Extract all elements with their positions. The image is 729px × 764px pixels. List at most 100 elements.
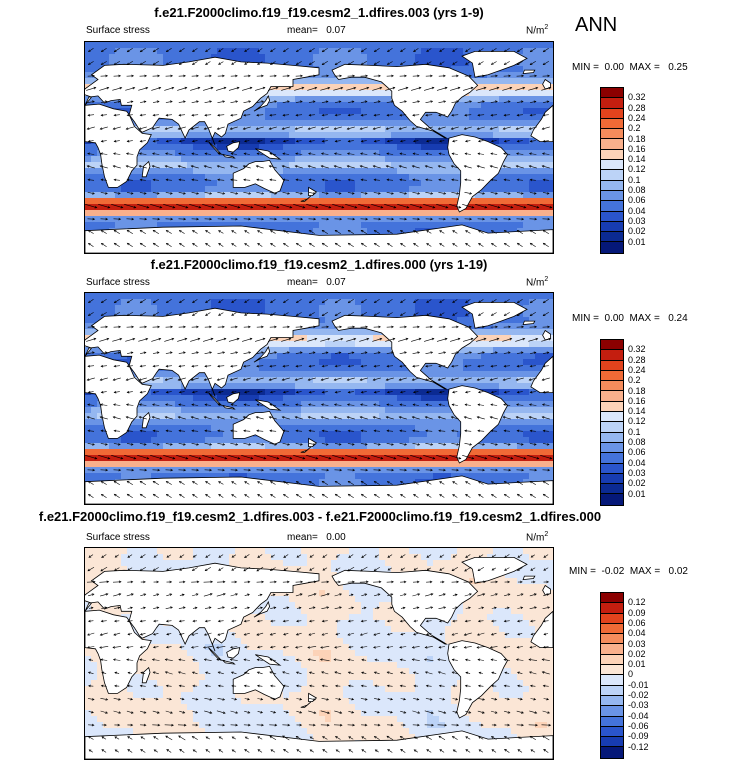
- panel-1-mean: mean= 0.07: [287, 25, 346, 36]
- colorbar-tick-label: 0.28: [628, 102, 646, 113]
- colorbar-swatch: [601, 391, 623, 402]
- colorbar-swatch: [601, 484, 623, 495]
- panel-1-minmax: MIN = 0.00 MAX = 0.25: [572, 62, 688, 73]
- panel-1-title: f.e21.F2000climo.f19_f19.cesm2_1.dfires.…: [154, 5, 484, 20]
- panel-2-map-svg: [85, 293, 553, 504]
- panel-1-variable: Surface stress: [86, 25, 150, 36]
- min-label: MIN =: [572, 313, 599, 324]
- colorbar-swatch: [601, 180, 623, 191]
- colorbar-swatch: [601, 129, 623, 140]
- colorbar-tick-label: 0.32: [628, 344, 646, 355]
- land-masses: [85, 301, 553, 504]
- panel-2-minmax: MIN = 0.00 MAX = 0.24: [572, 313, 688, 324]
- colorbar-tick-label: 0.16: [628, 143, 646, 154]
- colorbar-tick-label: 0.2: [628, 375, 641, 386]
- units-exp: 2: [544, 24, 549, 31]
- wind-arrows: [85, 47, 553, 248]
- mean-label: mean=: [287, 532, 318, 543]
- panel-1-colorbar: [600, 87, 624, 254]
- colorbar-tick-label: 0.18: [628, 133, 646, 144]
- colorbar-swatch: [601, 360, 623, 371]
- colorbar-swatch: [601, 401, 623, 413]
- colorbar-tick-label: -0.04: [628, 710, 649, 721]
- colorbar-swatch: [601, 695, 623, 707]
- max-value: 0.25: [668, 62, 688, 73]
- colorbar-tick-label: 0.01: [628, 236, 646, 247]
- colorbar-swatch: [601, 160, 623, 171]
- max-label: MAX =: [629, 566, 661, 577]
- colorbar-tick-label: -0.01: [628, 679, 649, 690]
- panel-1-map-svg: [85, 42, 553, 253]
- colorbar-swatch: [601, 108, 623, 119]
- colorbar-swatch: [601, 232, 623, 243]
- colorbar-tick-label: 0.12: [628, 597, 646, 608]
- colorbar-swatch: [601, 98, 623, 109]
- season-label: ANN: [575, 14, 618, 36]
- units-text: N/m: [526, 532, 545, 544]
- land-masses: [85, 556, 553, 759]
- colorbar-tick-label: 0.16: [628, 395, 646, 406]
- colorbar-tick-label: 0.28: [628, 354, 646, 365]
- max-label: MAX =: [629, 62, 660, 73]
- colorbar-swatch: [601, 603, 623, 614]
- panel-2-variable: Surface stress: [86, 277, 150, 288]
- colorbar-swatch: [601, 432, 623, 443]
- panel-2-mean: mean= 0.07: [287, 277, 346, 288]
- colorbar-swatch: [601, 442, 623, 454]
- colorbar-swatch: [601, 726, 623, 738]
- colorbar-tick-label: 0.1: [628, 174, 641, 185]
- colorbar-swatch: [601, 675, 623, 686]
- colorbar-tick-label: 0.03: [628, 638, 646, 649]
- colorbar-swatch: [601, 473, 623, 485]
- colorbar-tick-label: 0.09: [628, 607, 646, 618]
- colorbar-swatch: [601, 370, 623, 382]
- colorbar-tick-label: -0.03: [628, 700, 649, 711]
- colorbar-swatch: [601, 685, 623, 696]
- colorbar-swatch: [601, 242, 623, 253]
- colorbar-tick-label: 0.32: [628, 92, 646, 103]
- colorbar-swatch: [601, 737, 623, 748]
- panel-3-units: N/m2: [526, 531, 548, 543]
- wind-arrows: [85, 298, 553, 499]
- colorbar-tick-label: -0.02: [628, 690, 649, 700]
- colorbar-swatch: [601, 706, 623, 717]
- colorbar-swatch: [601, 623, 623, 635]
- units-exp: 2: [544, 276, 549, 283]
- colorbar-tick-label: 0.1: [628, 426, 641, 437]
- colorbar-tick-label: 0.04: [628, 628, 646, 639]
- colorbar-swatch: [601, 665, 623, 676]
- panel-3-title: f.e21.F2000climo.f19_f19.cesm2_1.dfires.…: [38, 509, 602, 524]
- colorbar-tick-label: 0.02: [628, 226, 646, 237]
- panel-2-colorbar: [600, 339, 624, 506]
- colorbar-swatch: [601, 190, 623, 202]
- colorbar-swatch: [601, 593, 623, 604]
- colorbar-tick-label: 0.2: [628, 123, 641, 134]
- panel-2-map: [84, 292, 554, 505]
- colorbar-swatch: [601, 716, 623, 727]
- colorbar-swatch: [601, 634, 623, 645]
- colorbar-swatch: [601, 381, 623, 392]
- mean-label: mean=: [287, 25, 318, 36]
- colorbar-tick-label: 0.03: [628, 467, 646, 478]
- min-value: 0.00: [604, 313, 624, 324]
- colorbar-swatch: [601, 211, 623, 222]
- min-value: 0.00: [604, 62, 624, 73]
- colorbar-tick-label: -0.12: [628, 741, 649, 752]
- colorbar-tick-label: 0.04: [628, 205, 646, 216]
- min-value: -0.02: [601, 566, 625, 577]
- max-value: 0.02: [668, 566, 688, 577]
- colorbar-swatch: [601, 88, 623, 99]
- max-value: 0.24: [668, 313, 688, 324]
- colorbar-swatch: [601, 494, 623, 505]
- colorbar-tick-label: 0.02: [628, 648, 646, 659]
- colorbar-swatch: [601, 221, 623, 233]
- panel-3-variable: Surface stress: [86, 532, 150, 543]
- colorbar-tick-label: 0.01: [628, 659, 646, 670]
- colorbar-swatch: [601, 747, 623, 758]
- colorbar-swatch: [601, 350, 623, 361]
- colorbar-swatch: [601, 170, 623, 181]
- colorbar-tick-label: 0.03: [628, 215, 646, 226]
- units-text: N/m: [526, 25, 545, 37]
- colorbar-swatch: [601, 412, 623, 423]
- panel-3-map: [84, 547, 554, 760]
